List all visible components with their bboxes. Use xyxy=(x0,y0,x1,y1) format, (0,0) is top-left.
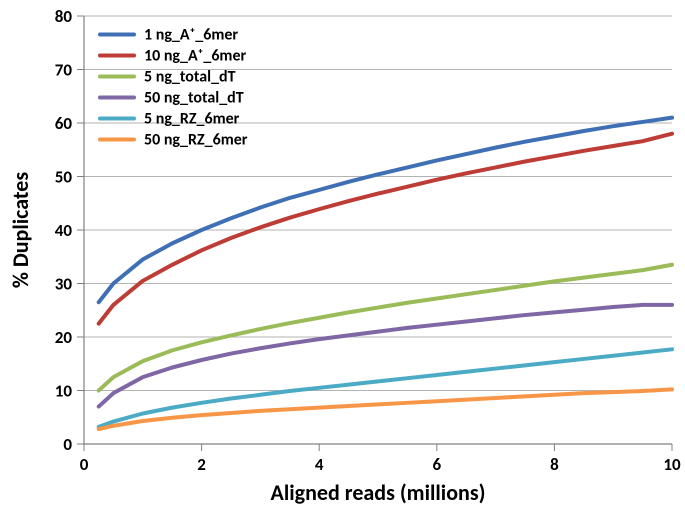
x-tick-label: 2 xyxy=(197,454,206,475)
y-tick-label: 50 xyxy=(55,167,73,188)
y-tick-label: 80 xyxy=(55,6,73,27)
line-chart: 0 10 20 30 40 50 60 70 80 0 2 4 6 8 10 Aligned reads (m… xyxy=(0,0,685,517)
x-axis-title: Aligned reads (millions) xyxy=(271,479,486,506)
y-tick-label: 60 xyxy=(55,113,73,134)
y-tick-label: 40 xyxy=(55,220,73,241)
x-tick-label: 4 xyxy=(315,454,324,475)
legend-label: 50 ng_total_dT xyxy=(144,89,244,108)
legend-label: 5 ng_RZ_6mer xyxy=(144,110,240,129)
legend-label: 5 ng_total_dT xyxy=(144,68,236,87)
y-tick-label: 0 xyxy=(63,434,72,455)
legend-label: 50 ng_RZ_6mer xyxy=(144,131,248,150)
y-tick-label: 10 xyxy=(55,381,73,402)
x-tick-label: 0 xyxy=(80,454,89,475)
x-tick-label: 6 xyxy=(432,454,441,475)
chart-container: 0 10 20 30 40 50 60 70 80 0 2 4 6 8 10 Aligned reads (m… xyxy=(0,0,685,517)
y-axis-title: % Duplicates xyxy=(7,172,34,288)
y-tick-label: 20 xyxy=(55,327,73,348)
legend-label: 1 ng_A⁺_6mer xyxy=(144,26,238,45)
x-tick-label: 10 xyxy=(663,454,681,475)
y-tick-label: 70 xyxy=(55,60,73,81)
legend-label: 10 ng_A⁺_6mer xyxy=(144,47,247,66)
x-tick-label: 8 xyxy=(550,454,559,475)
y-tick-label: 30 xyxy=(55,274,73,295)
